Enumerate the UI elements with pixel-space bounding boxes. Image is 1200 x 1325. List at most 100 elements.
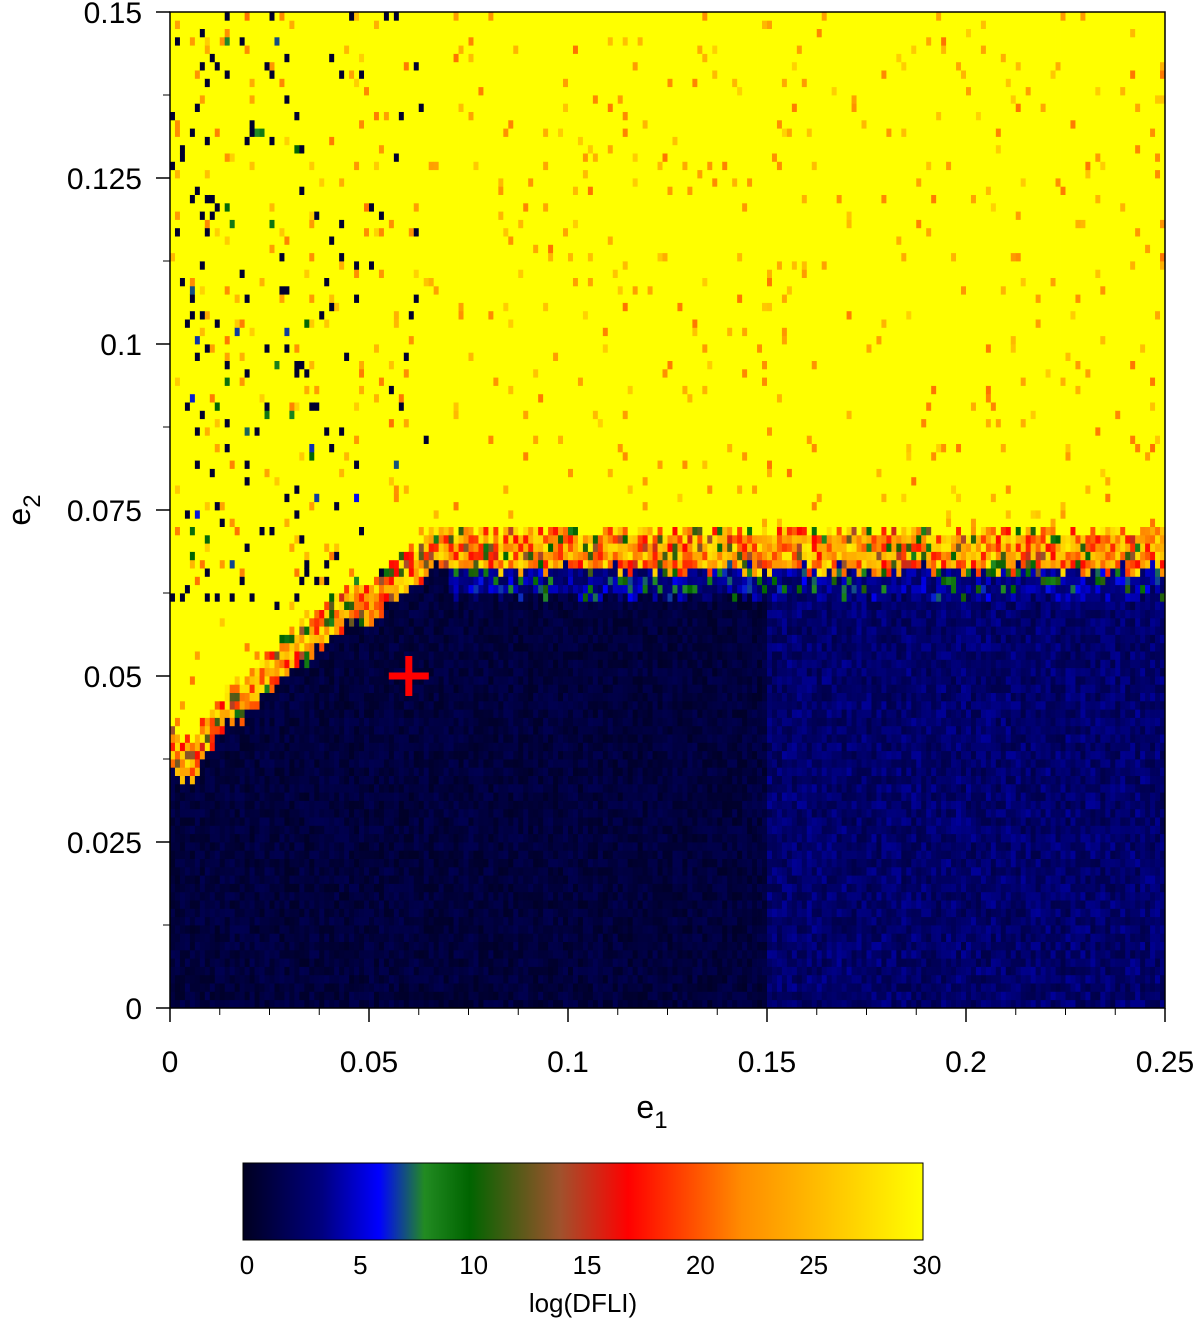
heatmap-cell [230,643,235,652]
heatmap-cell [339,875,344,884]
heatmap-cell [185,701,190,710]
heatmap-cell [205,45,210,54]
heatmap-cell [260,718,265,727]
heatmap-cell [220,967,225,976]
heatmap-cell [359,269,364,278]
heatmap-cell [220,585,225,594]
heatmap-cell [240,319,245,328]
heatmap-cell [245,684,250,693]
heatmap-cell [240,54,245,63]
heatmap-cell [175,568,180,577]
heatmap-cell [240,884,245,893]
heatmap-cell [270,278,275,287]
heatmap-cell [250,502,255,511]
heatmap-cell [255,668,260,677]
heatmap-cell [190,817,195,826]
heatmap-cell [354,908,359,917]
heatmap-cell [195,950,200,959]
heatmap-cell [359,518,364,527]
heatmap-cell [304,991,309,1000]
heatmap-cell [270,29,275,38]
heatmap-cell [344,892,349,901]
heatmap-cell [260,892,265,901]
heatmap-cell [324,120,329,129]
heatmap-cell [210,327,215,336]
heatmap-cell [235,576,240,585]
heatmap-cell [205,87,210,96]
heatmap-cell [205,535,210,544]
heatmap-cell [304,435,309,444]
heatmap-cell [195,518,200,527]
heatmap-cell [319,294,324,303]
heatmap-cell [364,303,369,312]
heatmap-cell [364,809,369,818]
heatmap-cell [185,718,190,727]
heatmap-cell [235,145,240,154]
heatmap-cell [284,377,289,386]
heatmap-cell [354,344,359,353]
heatmap-cell [245,900,250,909]
heatmap-cell [354,676,359,685]
heatmap-cell [175,352,180,361]
heatmap-cell [190,552,195,561]
heatmap-cell [359,427,364,436]
heatmap-cell [265,427,270,436]
heatmap-cell [250,477,255,486]
heatmap-cell [294,402,299,411]
heatmap-cell [210,942,215,951]
heatmap-cell [324,726,329,735]
heatmap-cell [274,560,279,569]
heatmap-cell [339,269,344,278]
heatmap-cell [255,311,260,320]
heatmap-cell [195,610,200,619]
heatmap-cell [289,709,294,718]
heatmap-cell [339,560,344,569]
heatmap-cell [225,693,230,702]
heatmap-cell [354,236,359,245]
heatmap-cell [245,444,250,453]
heatmap-cell [180,427,185,436]
heatmap-cell [339,311,344,320]
heatmap-cell [210,709,215,718]
heatmap-cell [230,253,235,262]
heatmap-cell [235,377,240,386]
heatmap-cell [334,859,339,868]
heatmap-cell [289,543,294,552]
heatmap-cell [274,236,279,245]
heatmap-cell [225,651,230,660]
heatmap-cell [185,967,190,976]
heatmap-cell [250,37,255,46]
heatmap-cell [230,220,235,229]
heatmap-cell [255,709,260,718]
heatmap-cell [374,900,379,909]
heatmap-cell [225,220,230,229]
heatmap-cell [354,850,359,859]
heatmap-cell [369,668,374,677]
heatmap-cell [270,884,275,893]
heatmap-cell [230,344,235,353]
heatmap-cell [349,137,354,146]
heatmap-cell [235,668,240,677]
heatmap-cell [334,676,339,685]
heatmap-cell [319,668,324,677]
heatmap-cell [240,900,245,909]
heatmap-cell [364,269,369,278]
heatmap-cell [304,709,309,718]
heatmap-cell [270,269,275,278]
heatmap-cell [230,701,235,710]
heatmap-cell [205,311,210,320]
heatmap-cell [354,128,359,137]
heatmap-cell [304,668,309,677]
heatmap-cell [200,900,205,909]
heatmap-cell [284,103,289,112]
heatmap-cell [210,45,215,54]
heatmap-cell [274,419,279,428]
heatmap-cell [304,120,309,129]
heatmap-cell [299,37,304,46]
heatmap-cell [195,29,200,38]
heatmap-cell [210,145,215,154]
heatmap-cell [284,859,289,868]
heatmap-cell [369,361,374,370]
heatmap-cell [324,303,329,312]
heatmap-cell [274,552,279,561]
